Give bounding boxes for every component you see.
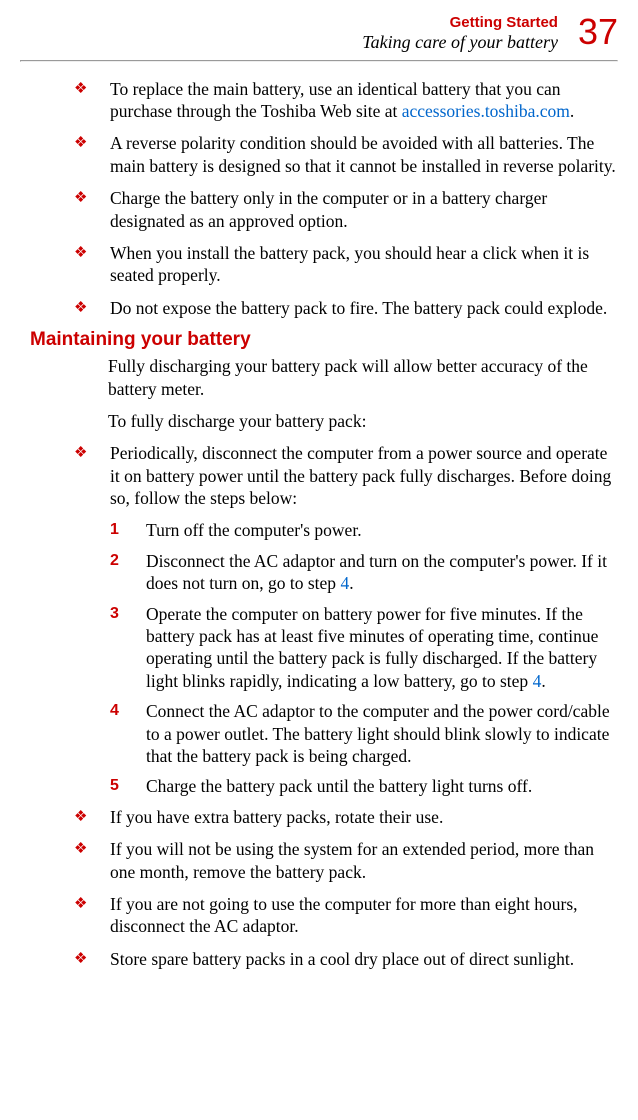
body-paragraph: Fully discharging your battery pack will… — [20, 355, 618, 400]
step-number: 3 — [110, 603, 146, 693]
bullet-marker-icon: ❖ — [74, 893, 110, 938]
page-content: ❖ To replace the main battery, use an id… — [0, 70, 638, 1001]
step-text: Connect the AC adaptor to the computer a… — [146, 700, 618, 767]
section-heading: Maintaining your battery — [20, 329, 618, 351]
step-text-pre: Disconnect the AC adaptor and turn on th… — [146, 551, 607, 593]
bullet-marker-icon: ❖ — [74, 187, 110, 232]
step-cross-ref-link[interactable]: 4 — [533, 671, 542, 691]
bullet-text: If you have extra battery packs, rotate … — [110, 806, 618, 828]
bullet-item: ❖ Do not expose the battery pack to fire… — [74, 297, 618, 319]
step-cross-ref-link[interactable]: 4 — [340, 573, 349, 593]
bullet-marker-icon: ❖ — [74, 838, 110, 883]
header-divider — [20, 60, 618, 62]
section-title: Taking care of your battery — [362, 32, 558, 54]
bullet-text: If you will not be using the system for … — [110, 838, 618, 883]
numbered-item: 3 Operate the computer on battery power … — [110, 603, 618, 693]
bullet-marker-icon: ❖ — [74, 78, 110, 123]
step-text-post: . — [349, 573, 353, 593]
header-text-block: Getting Started Taking care of your batt… — [362, 14, 558, 54]
body-paragraph: To fully discharge your battery pack: — [20, 410, 618, 432]
step-number: 4 — [110, 700, 146, 767]
page-number: 37 — [578, 14, 618, 50]
bullet-marker-icon: ❖ — [74, 442, 110, 509]
step-text: Operate the computer on battery power fo… — [146, 603, 618, 693]
bullet-list-top: ❖ To replace the main battery, use an id… — [20, 78, 618, 320]
bullet-item: ❖ If you have extra battery packs, rotat… — [74, 806, 618, 828]
bullet-item: ❖ Store spare battery packs in a cool dr… — [74, 948, 618, 970]
bullet-item: ❖ If you will not be using the system fo… — [74, 838, 618, 883]
bullet-marker-icon: ❖ — [74, 132, 110, 177]
bullet-item: ❖ Charge the battery only in the compute… — [74, 187, 618, 232]
bullet-text: Do not expose the battery pack to fire. … — [110, 297, 618, 319]
numbered-steps: 1 Turn off the computer's power. 2 Disco… — [20, 519, 618, 797]
step-text: Charge the battery pack until the batter… — [146, 775, 618, 797]
step-number: 1 — [110, 519, 146, 541]
bullet-text: To replace the main battery, use an iden… — [110, 78, 618, 123]
step-text-pre: Operate the computer on battery power fo… — [146, 604, 598, 691]
bullet-text: Periodically, disconnect the computer fr… — [110, 442, 618, 509]
numbered-item: 5 Charge the battery pack until the batt… — [110, 775, 618, 797]
numbered-item: 2 Disconnect the AC adaptor and turn on … — [110, 550, 618, 595]
chapter-title: Getting Started — [362, 14, 558, 32]
step-number: 2 — [110, 550, 146, 595]
numbered-item: 4 Connect the AC adaptor to the computer… — [110, 700, 618, 767]
bullet-item: ❖ A reverse polarity condition should be… — [74, 132, 618, 177]
bullet-marker-icon: ❖ — [74, 242, 110, 287]
step-text: Disconnect the AC adaptor and turn on th… — [146, 550, 618, 595]
bullet-item: ❖ To replace the main battery, use an id… — [74, 78, 618, 123]
bullet-list-steps-intro: ❖ Periodically, disconnect the computer … — [20, 442, 618, 509]
bullet-text: If you are not going to use the computer… — [110, 893, 618, 938]
bullet-marker-icon: ❖ — [74, 806, 110, 828]
page-header: Getting Started Taking care of your batt… — [0, 0, 638, 60]
bullet-text: A reverse polarity condition should be a… — [110, 132, 618, 177]
bullet-list-bottom: ❖ If you have extra battery packs, rotat… — [20, 806, 618, 970]
bullet-text: Charge the battery only in the computer … — [110, 187, 618, 232]
numbered-item: 1 Turn off the computer's power. — [110, 519, 618, 541]
text-link[interactable]: accessories.toshiba.com — [402, 101, 570, 121]
bullet-text: Store spare battery packs in a cool dry … — [110, 948, 618, 970]
bullet-item: ❖ If you are not going to use the comput… — [74, 893, 618, 938]
bullet-text: When you install the battery pack, you s… — [110, 242, 618, 287]
step-text: Turn off the computer's power. — [146, 519, 618, 541]
bullet-marker-icon: ❖ — [74, 948, 110, 970]
bullet-marker-icon: ❖ — [74, 297, 110, 319]
bullet-item: ❖ When you install the battery pack, you… — [74, 242, 618, 287]
bullet-item: ❖ Periodically, disconnect the computer … — [74, 442, 618, 509]
step-number: 5 — [110, 775, 146, 797]
step-text-post: . — [541, 671, 545, 691]
header-divider-wrap — [0, 60, 638, 70]
bullet-text-post: . — [570, 101, 574, 121]
